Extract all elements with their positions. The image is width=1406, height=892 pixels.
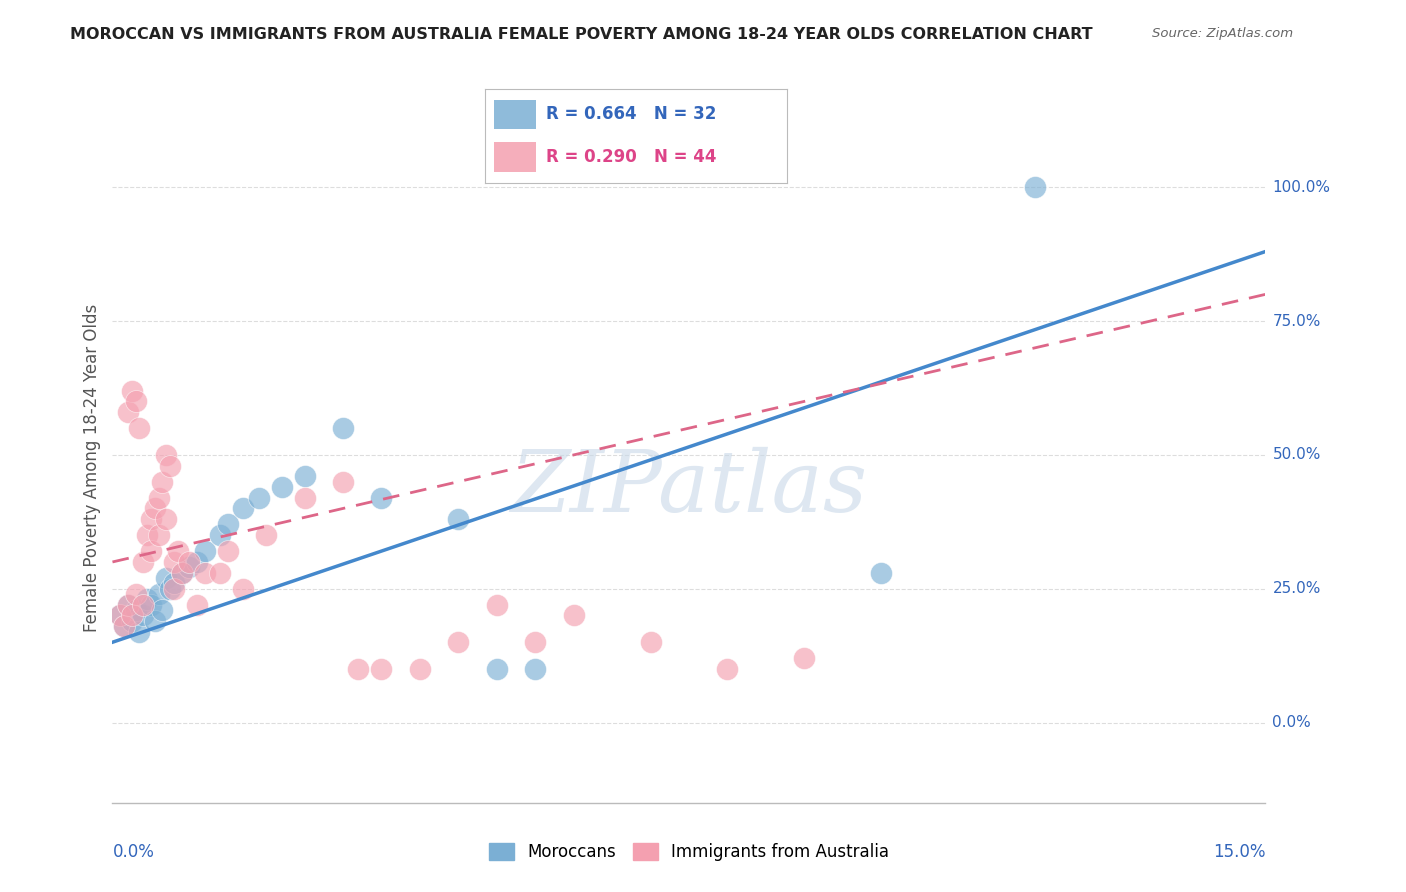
Point: [347, 662, 370, 676]
Point: [108, 608, 131, 623]
Point: [524, 662, 547, 676]
Point: [121, 384, 143, 398]
Point: [640, 635, 662, 649]
Point: [128, 624, 150, 639]
Point: [136, 592, 159, 607]
Point: [562, 608, 585, 623]
Point: [870, 566, 893, 580]
Point: [163, 576, 186, 591]
Point: [186, 555, 208, 569]
Point: [232, 582, 254, 596]
Point: [152, 603, 174, 617]
Point: [112, 619, 135, 633]
Point: [194, 544, 217, 558]
Point: [124, 603, 146, 617]
Point: [485, 662, 508, 676]
Point: [124, 587, 146, 601]
Text: ZIPatlas: ZIPatlas: [510, 447, 868, 530]
Text: 75.0%: 75.0%: [1272, 314, 1320, 328]
Point: [209, 566, 232, 580]
Point: [793, 651, 815, 665]
Point: [179, 560, 201, 574]
Point: [163, 582, 186, 596]
Point: [112, 619, 135, 633]
Point: [117, 598, 139, 612]
Point: [159, 458, 181, 473]
Point: [332, 421, 354, 435]
Point: [370, 491, 392, 505]
Point: [370, 662, 392, 676]
Point: [209, 528, 232, 542]
Point: [148, 528, 170, 542]
Y-axis label: Female Poverty Among 18-24 Year Olds: Female Poverty Among 18-24 Year Olds: [83, 304, 101, 632]
Point: [108, 608, 131, 623]
Text: 0.0%: 0.0%: [1272, 715, 1312, 730]
Text: R = 0.664   N = 32: R = 0.664 N = 32: [546, 105, 716, 123]
Point: [148, 587, 170, 601]
Point: [170, 566, 193, 580]
Point: [143, 501, 166, 516]
Point: [132, 598, 155, 612]
Point: [1024, 180, 1046, 194]
Point: [155, 512, 177, 526]
Point: [294, 491, 316, 505]
Point: [485, 598, 508, 612]
Point: [163, 555, 186, 569]
Point: [132, 555, 155, 569]
Point: [186, 598, 208, 612]
Point: [139, 598, 162, 612]
Point: [124, 394, 146, 409]
Point: [409, 662, 432, 676]
Text: 15.0%: 15.0%: [1213, 843, 1265, 861]
Legend: Moroccans, Immigrants from Australia: Moroccans, Immigrants from Australia: [482, 837, 896, 868]
Point: [132, 608, 155, 623]
Point: [121, 608, 143, 623]
Point: [139, 512, 162, 526]
Point: [232, 501, 254, 516]
Point: [128, 421, 150, 435]
Point: [117, 598, 139, 612]
Point: [139, 544, 162, 558]
Point: [170, 566, 193, 580]
Point: [148, 491, 170, 505]
FancyBboxPatch shape: [494, 100, 537, 129]
Point: [217, 544, 239, 558]
Point: [270, 480, 292, 494]
Point: [117, 405, 139, 419]
FancyBboxPatch shape: [494, 142, 537, 171]
Point: [155, 448, 177, 462]
Text: MOROCCAN VS IMMIGRANTS FROM AUSTRALIA FEMALE POVERTY AMONG 18-24 YEAR OLDS CORRE: MOROCCAN VS IMMIGRANTS FROM AUSTRALIA FE…: [70, 27, 1092, 42]
Point: [716, 662, 738, 676]
Point: [136, 528, 159, 542]
Text: 50.0%: 50.0%: [1272, 448, 1320, 462]
Point: [524, 635, 547, 649]
Point: [247, 491, 270, 505]
Text: R = 0.290   N = 44: R = 0.290 N = 44: [546, 148, 716, 166]
Point: [179, 555, 201, 569]
Point: [254, 528, 277, 542]
Text: 0.0%: 0.0%: [112, 843, 155, 861]
Point: [166, 544, 188, 558]
Point: [294, 469, 316, 483]
Point: [332, 475, 354, 489]
Point: [217, 517, 239, 532]
Point: [121, 614, 143, 628]
Text: 25.0%: 25.0%: [1272, 582, 1320, 596]
Text: Source: ZipAtlas.com: Source: ZipAtlas.com: [1153, 27, 1294, 40]
Point: [152, 475, 174, 489]
Point: [447, 512, 470, 526]
Point: [447, 635, 470, 649]
Point: [159, 582, 181, 596]
Point: [143, 614, 166, 628]
Text: 100.0%: 100.0%: [1272, 180, 1330, 194]
Point: [194, 566, 217, 580]
Point: [155, 571, 177, 585]
